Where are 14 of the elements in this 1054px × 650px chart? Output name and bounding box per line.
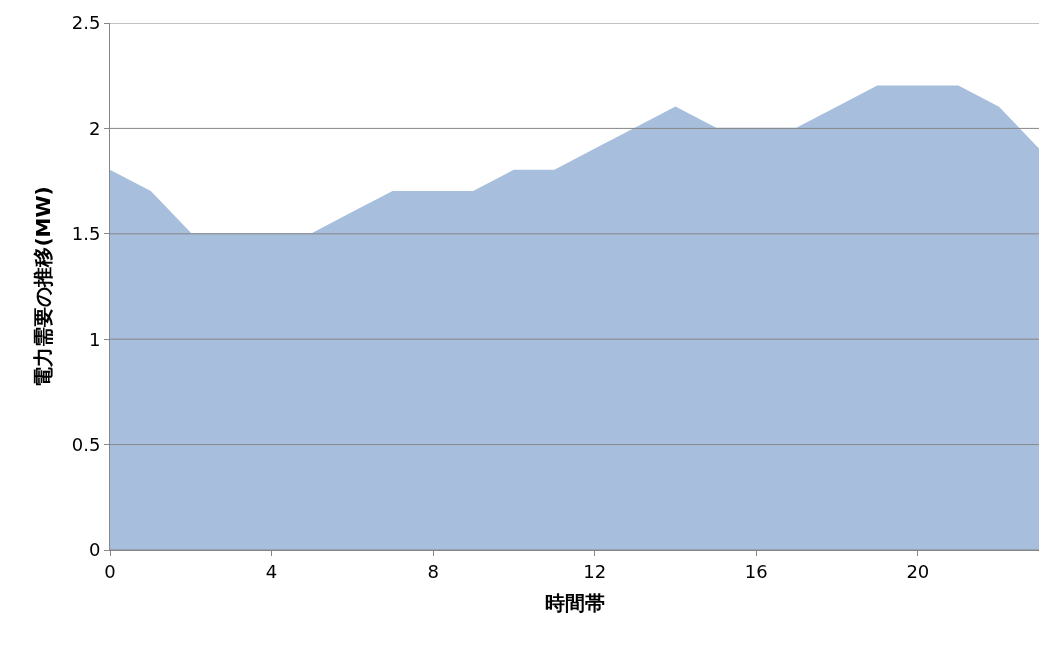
x-tick-label: 4 (265, 560, 278, 582)
y-axis-title: 電力需要の推移(MW) (31, 186, 56, 387)
x-tick-label: 20 (906, 560, 930, 582)
x-tick-label: 16 (744, 560, 768, 582)
y-tick-label: 0 (88, 539, 101, 561)
x-tick-label: 12 (583, 560, 607, 582)
x-axis-title: 時間帯 (544, 591, 605, 616)
x-tick-label: 0 (104, 560, 116, 582)
y-tick-label: 2.5 (71, 12, 101, 34)
y-tick-label: 2 (88, 117, 101, 139)
x-tick-label: 8 (427, 560, 439, 582)
y-tick-label: 1.5 (71, 223, 101, 245)
y-tick-label: 0.5 (71, 433, 101, 455)
y-tick-label: 1 (88, 328, 101, 350)
